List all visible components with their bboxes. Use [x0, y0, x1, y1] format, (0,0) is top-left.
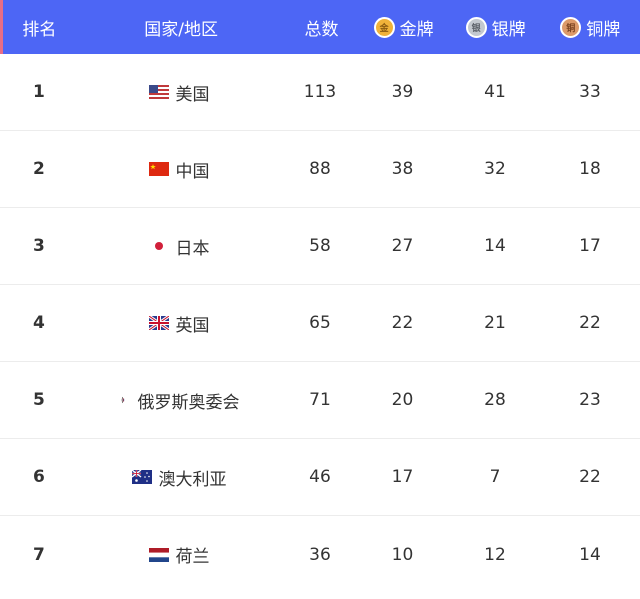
- flag-uk-icon: [148, 316, 169, 330]
- header-bronze-label: 铜牌: [586, 19, 621, 40]
- gold-medal-icon: 金: [373, 16, 395, 38]
- flag-japan-icon: [148, 239, 169, 253]
- table-body: 1 美国 113 39 41 33 2: [0, 54, 640, 593]
- table-row[interactable]: 3 日本 58 27 14 17: [0, 208, 640, 285]
- total-cell: 58: [309, 236, 331, 256]
- total-cell: 113: [303, 82, 337, 102]
- flag-australia-icon: [131, 470, 152, 484]
- rank-cell: 1: [33, 82, 45, 102]
- gold-cell: 20: [391, 390, 414, 410]
- silver-cell: 12: [484, 544, 506, 565]
- rank-cell: 6: [33, 467, 45, 487]
- bronze-medal-icon: 铜: [560, 16, 582, 38]
- flag-usa-icon: [148, 85, 169, 99]
- country-cell: 英国: [73, 285, 285, 361]
- header-gold-label: 金牌: [399, 19, 434, 40]
- table-row[interactable]: 2 中国 88 38 32 18: [0, 131, 640, 208]
- header-silver-label: 银牌: [491, 19, 526, 40]
- country-cell: 俄罗斯奥委会: [73, 362, 285, 438]
- gold-cell: 27: [391, 236, 414, 256]
- rank-cell: 3: [33, 236, 45, 256]
- gold-cell: 38: [391, 159, 414, 179]
- table-row[interactable]: 4 英国 65 22 21 22: [0, 285, 640, 362]
- country-name: 俄罗斯奥委会: [137, 392, 240, 413]
- total-cell: 71: [309, 390, 331, 410]
- table-row[interactable]: 1 美国 113 39 41 33: [0, 54, 640, 131]
- bronze-cell: 23: [579, 390, 601, 410]
- table-row[interactable]: 5 俄罗斯奥委会 71 20 28 23: [0, 362, 640, 439]
- country-name: 中国: [175, 161, 210, 182]
- silver-cell: 41: [484, 82, 506, 102]
- header-bronze[interactable]: 铜 铜牌: [540, 0, 640, 54]
- country-cell: 日本: [73, 208, 285, 284]
- total-cell: 65: [309, 313, 331, 333]
- country-name: 日本: [175, 238, 210, 259]
- total-cell: 36: [309, 544, 331, 565]
- gold-cell: 10: [391, 544, 414, 565]
- table-row[interactable]: 6 澳大利亚 46: [0, 439, 640, 516]
- country-name: 荷兰: [175, 547, 210, 567]
- silver-cell: 32: [484, 159, 506, 179]
- country-name: 澳大利亚: [158, 469, 227, 490]
- rank-cell: 7: [33, 544, 45, 565]
- header-country[interactable]: 国家/地区: [144, 19, 219, 40]
- header-total[interactable]: 总数: [304, 19, 339, 40]
- gold-cell: 17: [391, 467, 414, 487]
- header-rank[interactable]: 排名: [22, 19, 57, 40]
- rank-cell: 2: [33, 159, 45, 179]
- gold-cell: 22: [391, 313, 414, 333]
- country-name: 英国: [175, 315, 210, 336]
- country-cell: 澳大利亚: [73, 439, 285, 515]
- bronze-cell: 14: [579, 544, 601, 565]
- total-cell: 88: [309, 159, 331, 179]
- country-cell: 美国: [73, 54, 285, 130]
- total-cell: 46: [309, 467, 331, 487]
- gold-cell: 39: [391, 82, 414, 102]
- header-gold[interactable]: 金 金牌: [356, 0, 451, 54]
- bronze-cell: 22: [579, 467, 601, 487]
- flag-netherlands-icon: [148, 547, 169, 562]
- silver-cell: 21: [484, 313, 506, 333]
- country-cell: 中国: [73, 131, 285, 207]
- bronze-cell: 17: [579, 236, 601, 256]
- rank-cell: 4: [33, 313, 45, 333]
- silver-medal-icon: 银: [465, 16, 487, 38]
- table-row[interactable]: 7 荷兰 36 10 12 14: [0, 516, 640, 593]
- country-name: 美国: [175, 84, 210, 105]
- flag-china-icon: [148, 162, 169, 176]
- header-silver[interactable]: 银 银牌: [451, 0, 541, 54]
- silver-cell: 7: [489, 467, 501, 487]
- table-header: 排名 国家/地区 总数 金 金牌 银 银牌 铜 铜牌: [0, 0, 640, 54]
- silver-cell: 28: [484, 390, 506, 410]
- country-cell: 荷兰: [73, 516, 285, 593]
- bronze-cell: 33: [579, 82, 601, 102]
- roc-emblem-icon: [121, 396, 124, 404]
- bronze-cell: 18: [579, 159, 601, 179]
- silver-cell: 14: [484, 236, 506, 256]
- rank-cell: 5: [33, 390, 45, 410]
- bronze-cell: 22: [579, 313, 601, 333]
